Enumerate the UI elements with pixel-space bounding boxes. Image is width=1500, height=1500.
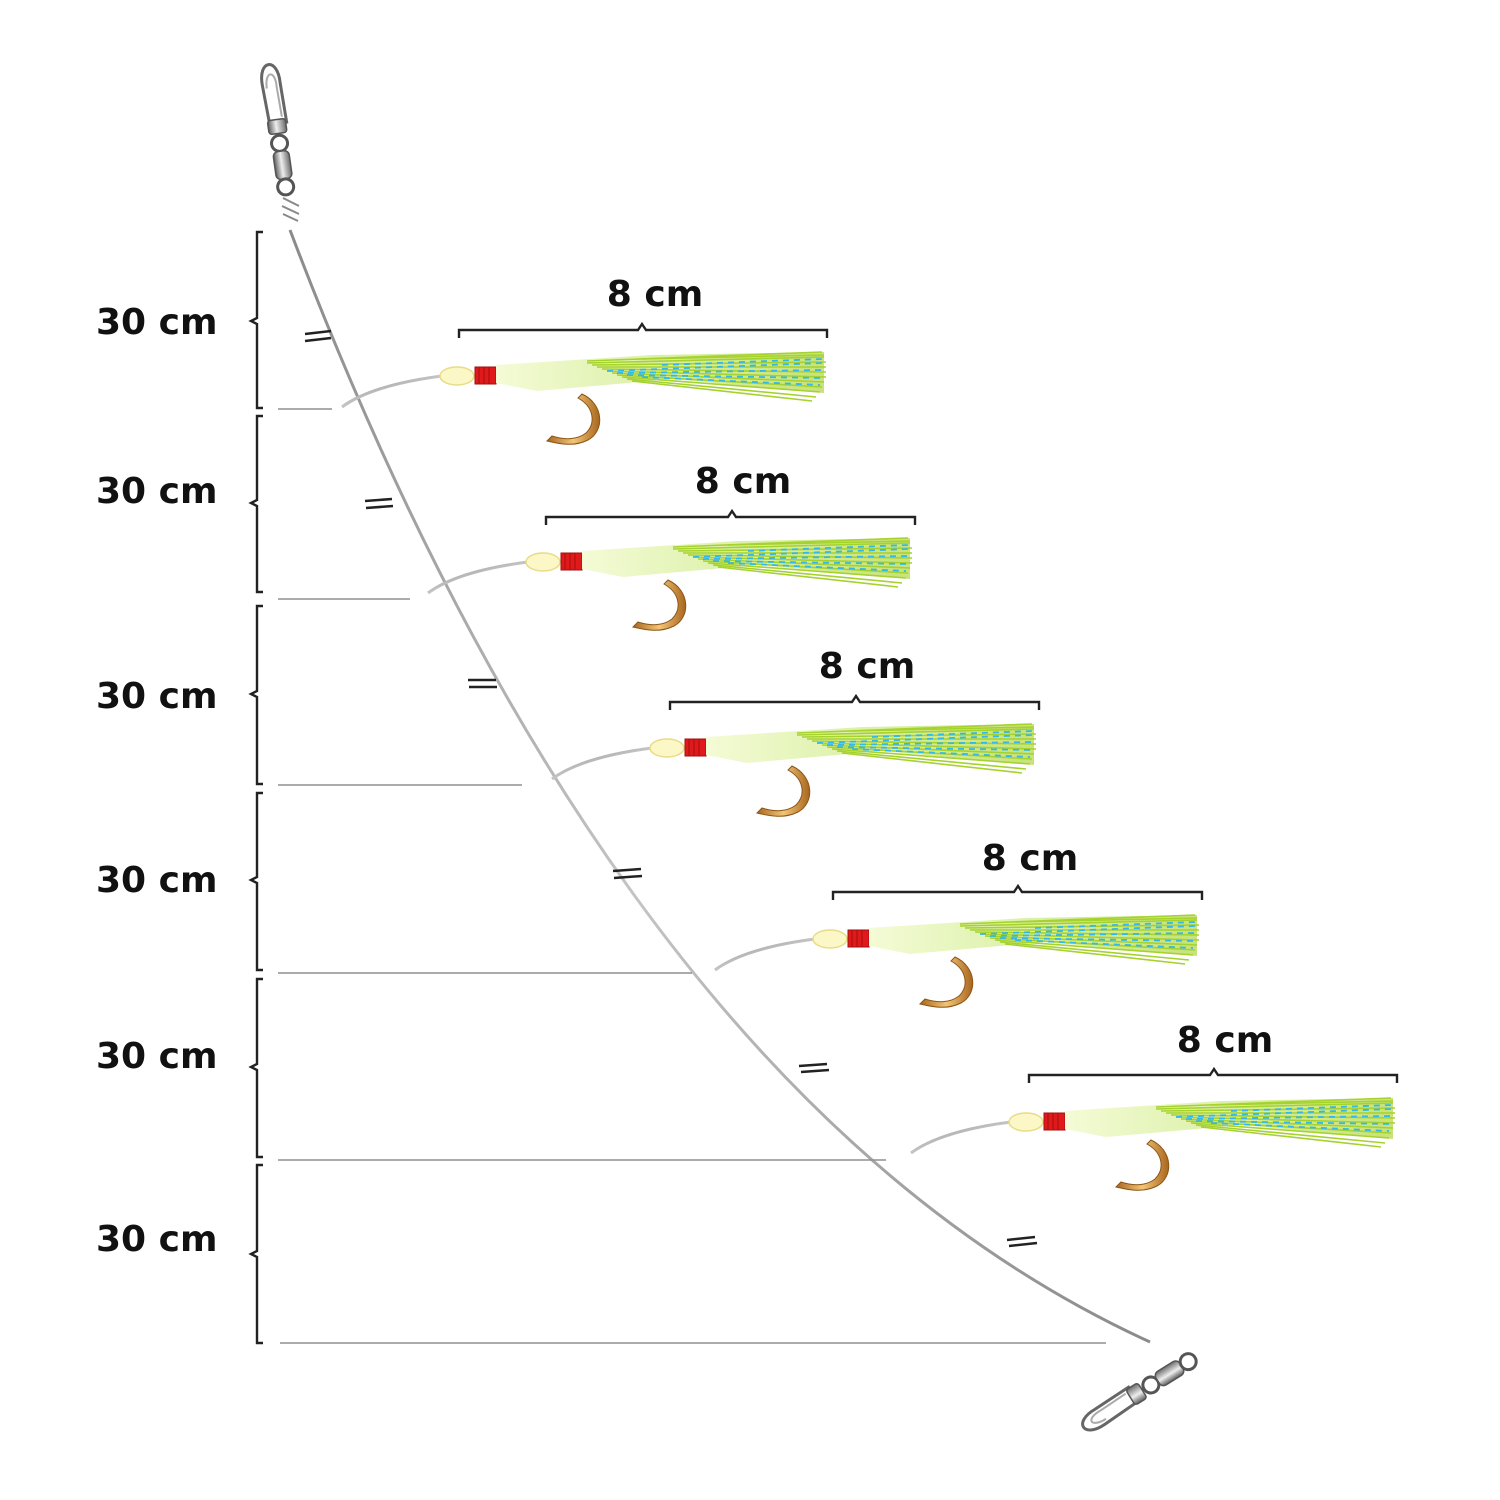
lure-length-label-4: 8 cm <box>982 838 1078 879</box>
segment-label-4: 30 cm <box>96 860 217 901</box>
segment-brackets <box>248 230 263 1345</box>
lure-4 <box>713 913 1201 1009</box>
line-crimp-marks <box>304 329 1038 1248</box>
lure-5 <box>909 1096 1397 1192</box>
segment-label-3: 30 cm <box>96 676 217 717</box>
lure-length-label-5: 8 cm <box>1177 1020 1273 1061</box>
segment-label-2: 30 cm <box>96 471 217 512</box>
main-line <box>288 229 1151 1344</box>
lure-length-brackets <box>457 321 1399 1083</box>
segment-reference-lines <box>278 408 1106 1344</box>
top-snap-swivel <box>258 61 300 222</box>
segment-label-5: 30 cm <box>96 1036 217 1077</box>
lure-length-label-1: 8 cm <box>607 274 703 315</box>
lure-3 <box>550 722 1038 818</box>
lure-length-label-2: 8 cm <box>695 461 791 502</box>
segment-label-1: 30 cm <box>96 302 217 343</box>
bottom-snap-swivel <box>1076 1347 1202 1437</box>
lure-1 <box>340 350 828 446</box>
lure-length-label-3: 8 cm <box>819 646 915 687</box>
segment-label-6: 30 cm <box>96 1219 217 1260</box>
lure-2 <box>426 536 914 632</box>
